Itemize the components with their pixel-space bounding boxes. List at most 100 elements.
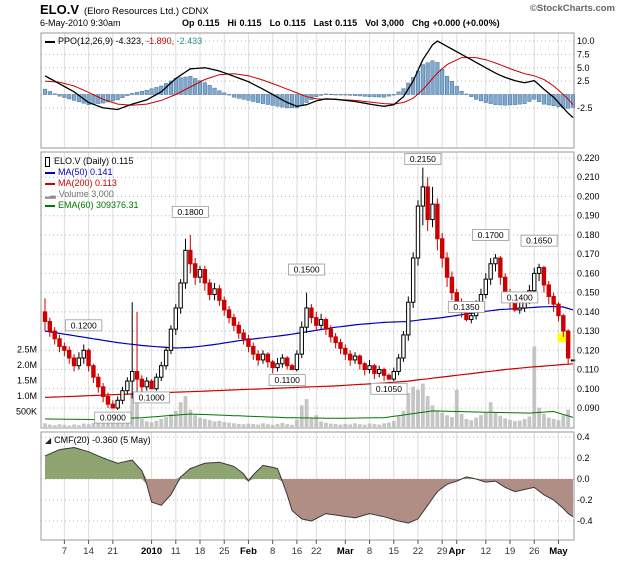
volume-bar	[154, 420, 159, 427]
ppo-histogram-bar	[478, 94, 484, 102]
ema-line-icon	[45, 204, 55, 207]
last-value: 0.115	[335, 18, 358, 28]
x-axis-label: 11	[171, 546, 181, 557]
ppo-histogram-bar	[338, 94, 343, 96]
price-axis-label: 0.200	[577, 191, 600, 201]
volume-bar	[333, 424, 338, 427]
volume-bar	[86, 424, 91, 427]
volume-bar	[377, 424, 382, 427]
volume-bar	[474, 417, 479, 427]
candle-body	[318, 319, 324, 326]
ppo-histogram-bar	[115, 94, 120, 101]
volume-bar	[120, 423, 125, 427]
symbol-title: ELO.V	[40, 2, 80, 17]
ppo-histogram-bar	[91, 94, 96, 105]
ppo-histogram-bar	[251, 94, 256, 102]
volume-bar	[256, 424, 261, 427]
price-axis-label: 0.150	[577, 288, 600, 298]
ppo-histogram-bar	[260, 94, 266, 104]
candle-body	[91, 365, 96, 378]
ppo-histogram-bar	[323, 93, 329, 95]
candle-body	[265, 353, 271, 363]
volume-bar	[246, 423, 251, 427]
volume-bar	[469, 420, 474, 427]
volume-axis-label: 2.0M	[17, 360, 37, 370]
ppo-histogram-bar	[120, 94, 125, 98]
ppo-histogram-bar	[493, 94, 498, 105]
price-panel-border	[40, 151, 575, 429]
low-value: 0.115	[283, 18, 306, 28]
price-annotation-box	[404, 153, 442, 165]
last-label: Last	[313, 18, 333, 28]
volume-bar	[270, 424, 275, 427]
candle-body	[532, 272, 537, 292]
price-annotation: 0.1000	[139, 392, 165, 402]
ppo-histogram-bar	[134, 92, 140, 95]
volume-bar	[115, 422, 120, 427]
volume-bar	[290, 424, 294, 427]
candle-body	[498, 257, 503, 278]
ppo-histogram-bar	[183, 76, 188, 95]
ppo-histogram-bar	[62, 94, 67, 98]
change-value: +0.000 (+0.00%)	[432, 18, 500, 28]
ppo-histogram-bar	[391, 94, 396, 96]
candle-body	[67, 349, 72, 359]
volume-bar	[537, 407, 541, 427]
volume-bar	[212, 421, 217, 427]
candle-body	[333, 336, 338, 344]
ppo-histogram-bar	[570, 94, 576, 108]
ppo-histogram-bar	[352, 94, 358, 96]
x-axis-label: Mar	[337, 546, 354, 557]
price-annotation-box	[370, 382, 408, 395]
volume-bar	[280, 422, 285, 427]
candle-body	[420, 186, 426, 207]
volume-bar	[309, 417, 314, 427]
ppo-histogram-bar	[382, 94, 387, 98]
ppo-histogram-bar	[222, 92, 227, 95]
x-axis-label: 8	[367, 546, 372, 557]
ppo-histogram-bar	[401, 88, 406, 95]
ppo-histogram-bar	[454, 86, 459, 95]
ppo-histogram-bar	[459, 91, 464, 95]
x-axis-label: 29	[437, 546, 448, 557]
candle-body	[42, 311, 48, 322]
candle-body	[425, 186, 430, 221]
candle-body	[197, 269, 203, 278]
volume-bar	[542, 413, 546, 427]
volume-bar	[420, 383, 425, 427]
price-axis-label: 0.120	[577, 345, 600, 355]
candle-body	[299, 326, 304, 355]
volume-bar	[52, 425, 57, 427]
volume-bar	[459, 413, 464, 427]
price-axis-label: 0.130	[577, 326, 600, 336]
volume-bar	[57, 424, 62, 427]
price-annotation: 0.1500	[294, 265, 320, 275]
ppo-legend: PPO(12,26,9) -4.323, -1.890, -2.433	[45, 36, 202, 46]
volume-bar	[232, 423, 236, 427]
quote-row: 6-May-2010 9:30am Op 0.115 Hi 0.115 Lo 0.115 La…	[40, 18, 508, 28]
ppo-histogram-bar	[173, 78, 178, 95]
x-axis-label: 18	[195, 546, 206, 557]
volume-bar	[430, 405, 435, 427]
candle-body	[454, 292, 459, 303]
candle-body	[430, 203, 435, 221]
volume-bar	[382, 423, 386, 427]
candle-body	[192, 263, 198, 278]
ppo-histogram-bar	[498, 94, 503, 106]
volume-bar	[508, 419, 512, 427]
volume-bar	[222, 422, 227, 427]
candle-body	[357, 355, 363, 365]
ppo-axis-label: 5.0	[577, 63, 590, 73]
volume-bar	[251, 424, 256, 427]
ppo-histogram-bar	[503, 94, 508, 106]
candle-body	[435, 203, 440, 240]
candle-body	[415, 205, 421, 259]
price-axis-label: 0.180	[577, 230, 600, 240]
volume-bar	[81, 423, 86, 427]
candle-body	[502, 276, 508, 294]
ppo-histogram-bar	[541, 94, 546, 105]
volume-bar	[498, 415, 503, 427]
volume-bar	[202, 418, 207, 427]
candle-body	[129, 370, 135, 382]
ma200-legend: MA(200) 0.113	[58, 178, 117, 188]
